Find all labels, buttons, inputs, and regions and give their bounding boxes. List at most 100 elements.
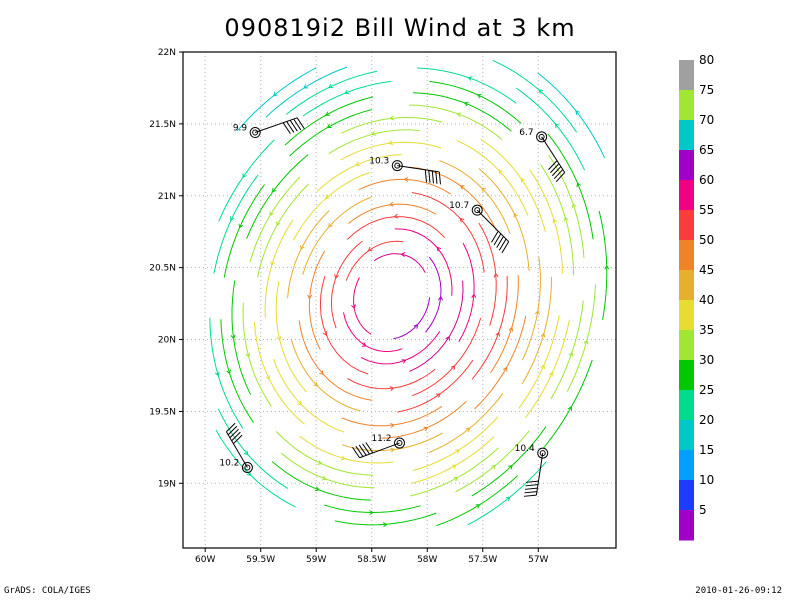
wind-barb-feather: [550, 163, 560, 174]
streamline-arrow: [326, 123, 332, 128]
streamline: [348, 203, 437, 224]
wind-barb-feather: [282, 122, 291, 134]
x-tick-label: 57.5W: [468, 555, 497, 565]
colorbar-swatch: [679, 90, 694, 121]
streamline-arrow: [583, 339, 589, 345]
streamline-arrow: [229, 216, 235, 222]
streamline: [249, 176, 301, 263]
wind-barb-staff: [255, 117, 298, 133]
streamline-arrow: [604, 264, 610, 270]
dropsonde-label: 10.3: [369, 157, 389, 167]
colorbar-swatch: [679, 480, 694, 511]
colorbar-label: 25: [699, 383, 714, 397]
dropsonde: 10.3: [369, 157, 441, 185]
dropsonde: 10.4: [515, 444, 549, 497]
dropsonde: 10.7: [449, 201, 510, 254]
y-tick-label: 20N: [158, 336, 176, 346]
wind-barb-staff: [397, 165, 440, 173]
streamline: [408, 104, 503, 140]
wind-barb-feather: [227, 425, 238, 436]
streamline-arrow: [246, 471, 252, 476]
streamline-arrow: [390, 447, 396, 453]
dropsonde-ring-icon: [471, 204, 483, 216]
streamline-arrow: [505, 496, 511, 502]
streamline-arrow: [369, 510, 374, 516]
dropsonde-label: 10.2: [219, 458, 239, 468]
x-tick-label: 59W: [306, 555, 326, 565]
streamline-arrow: [243, 450, 249, 456]
colorbar-label: 55: [699, 203, 714, 217]
streamline: [425, 256, 442, 333]
streamline-arrow: [403, 176, 409, 182]
grid-lines: [183, 51, 616, 548]
streamline-arrow: [552, 218, 558, 224]
streamline-arrow: [471, 293, 477, 299]
streamline-arrow: [319, 370, 324, 375]
wind-barb-staff: [535, 453, 544, 496]
streamline-arrow: [242, 173, 247, 179]
streamline: [548, 154, 585, 259]
wind-barb-feather: [286, 121, 295, 133]
streamline-arrow: [534, 309, 540, 315]
colorbar-swatch: [679, 390, 694, 421]
streamline-arrow: [451, 464, 457, 470]
y-axis-ticks: 19N 19.5N 20N 20.5N 21N 21.5N 22N: [149, 48, 183, 489]
dropsonde-ring-icon: [391, 160, 403, 172]
streamline: [298, 320, 372, 401]
wind-barb-feather: [355, 445, 364, 457]
streamline-arrow: [445, 335, 450, 341]
streamline-arrow: [272, 91, 278, 97]
streamline-arrow: [317, 460, 323, 465]
streamline-arrow: [367, 246, 373, 252]
streamline-arrow: [334, 274, 339, 280]
wind-barb-feather: [233, 434, 243, 445]
dropsonde-label: 9.9: [233, 124, 248, 134]
dropsonde-ring-icon: [394, 437, 405, 449]
wind-barb-feather: [428, 170, 431, 183]
dropsonde-layer: 9.9 10.3 10.7 6.7 10.2 11.2 10.4: [219, 117, 566, 497]
colorbar-swatch: [679, 300, 694, 331]
wind-barb-feather: [498, 238, 507, 251]
streamline: [521, 256, 541, 361]
streamline: [275, 431, 374, 476]
dropsonde-ring-icon: [241, 461, 253, 473]
streamline-arrow: [370, 131, 376, 136]
streamline: [308, 250, 326, 350]
streamline-arrow: [361, 342, 367, 347]
wind-barb-feather: [551, 166, 562, 177]
wind-barb-feather: [548, 160, 558, 171]
streamline-arrow: [401, 359, 407, 364]
streamline: [323, 504, 421, 514]
dropsonde-label: 11.2: [371, 434, 391, 444]
streamline-arrow: [549, 371, 554, 377]
wind-barb-feather: [525, 484, 539, 487]
colorbar-label: 60: [699, 173, 714, 187]
colorbar-swatch: [679, 510, 694, 541]
streamline-arrow: [450, 365, 456, 370]
streamline-arrow: [276, 221, 281, 227]
colorbar-label: 5: [699, 503, 707, 517]
streamline-arrow: [324, 194, 330, 200]
streamline-arrow: [476, 93, 482, 99]
wind-barb-feather: [424, 169, 427, 183]
streamline: [290, 339, 361, 412]
wind-barb-feather: [493, 233, 502, 246]
streamline-arrow: [300, 245, 305, 250]
streamline: [220, 319, 255, 423]
streamline-arrow: [463, 101, 469, 107]
colorbar-label: 65: [699, 143, 714, 157]
wind-barb-feather: [226, 422, 236, 433]
streamline: [334, 512, 437, 526]
dropsonde: 10.2: [219, 422, 253, 473]
streamline-arrow: [272, 187, 277, 193]
streamline-arrow: [328, 222, 333, 228]
wind-barb-feather: [358, 444, 367, 456]
wind-barb-feather: [524, 487, 538, 490]
streamline-arrow: [498, 169, 503, 175]
dropsonde-ring-icon: [244, 464, 251, 471]
streamline: [360, 331, 441, 365]
streamline-arrow: [459, 217, 465, 223]
streamline: [302, 80, 392, 117]
dropsonde-ring-icon: [396, 440, 403, 447]
streamline-arrow: [567, 405, 573, 411]
